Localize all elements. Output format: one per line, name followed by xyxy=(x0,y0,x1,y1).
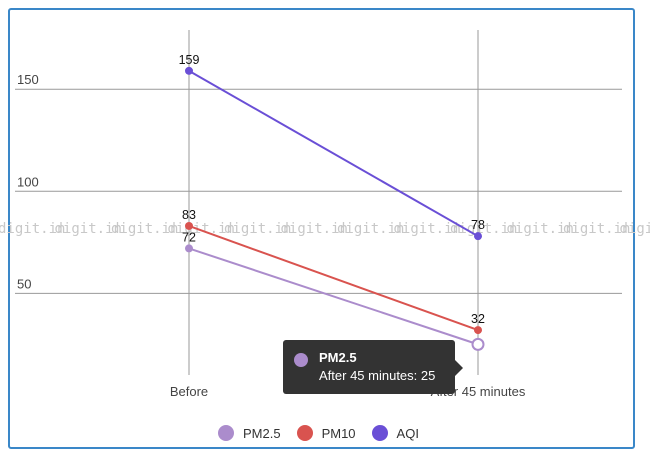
legend-item-aqi[interactable]: AQI xyxy=(371,425,419,441)
data-label: 83 xyxy=(182,208,196,222)
watermark-text: digit.in xyxy=(620,221,650,237)
watermark-text: digit.in xyxy=(55,221,122,237)
data-label: 159 xyxy=(179,53,200,67)
data-label: 72 xyxy=(182,230,196,244)
y-tick-label: 50 xyxy=(17,276,31,291)
watermark-text: digit.in xyxy=(168,221,235,237)
data-label: 78 xyxy=(471,218,485,232)
watermark-text: digit.in xyxy=(507,221,574,237)
watermark-text: digit.in xyxy=(281,221,348,237)
watermark-text: digit.in xyxy=(450,221,517,237)
y-tick-label: 100 xyxy=(17,174,39,189)
series-lines-layer xyxy=(188,69,479,346)
data-point xyxy=(185,66,193,75)
tooltip-title: PM2.5 xyxy=(319,350,357,365)
legend-label: PM2.5 xyxy=(243,425,281,441)
data-label: 32 xyxy=(471,312,485,326)
data-point xyxy=(185,221,193,230)
watermark-text: digit.in xyxy=(111,221,178,237)
tooltip: PM2.5 After 45 minutes: 25 xyxy=(283,340,463,394)
data-point xyxy=(474,232,482,241)
series-line-aqi xyxy=(188,69,479,238)
x-tick-label: Before xyxy=(170,384,208,399)
watermark-text: digit.in xyxy=(224,221,291,237)
watermark-text: digit.in xyxy=(394,221,461,237)
watermark-layer: digit.indigit.indigit.indigit.indigit.in… xyxy=(0,221,650,237)
data-point-highlighted xyxy=(471,337,485,351)
legend-item-pm10[interactable]: PM10 xyxy=(296,425,356,441)
data-point xyxy=(185,244,193,253)
tooltip-text: After 45 minutes: 25 xyxy=(319,368,436,383)
tooltip-arrow xyxy=(455,360,463,376)
y-tick-label: 150 xyxy=(17,72,39,87)
legend-swatch xyxy=(218,425,234,441)
watermark-text: digit.in xyxy=(0,221,65,237)
legend-item-pm2.5[interactable]: PM2.5 xyxy=(218,425,281,441)
series-line-pm2.5 xyxy=(188,247,479,346)
legend-swatch xyxy=(296,425,313,441)
labels-layer: 72 83 32 159 78 xyxy=(179,53,485,326)
watermark-text: digit.in xyxy=(337,221,404,237)
watermark-text: digit.in xyxy=(563,221,630,237)
legend-label: AQI xyxy=(396,425,419,441)
chart-legend: PM2.5 PM10 AQI xyxy=(218,425,435,441)
legend-swatch xyxy=(371,425,388,441)
tooltip-series-dot xyxy=(294,353,308,367)
points-layer xyxy=(185,66,485,351)
data-point xyxy=(474,326,482,335)
legend-label: PM10 xyxy=(321,425,356,441)
series-line-pm10 xyxy=(188,225,479,332)
